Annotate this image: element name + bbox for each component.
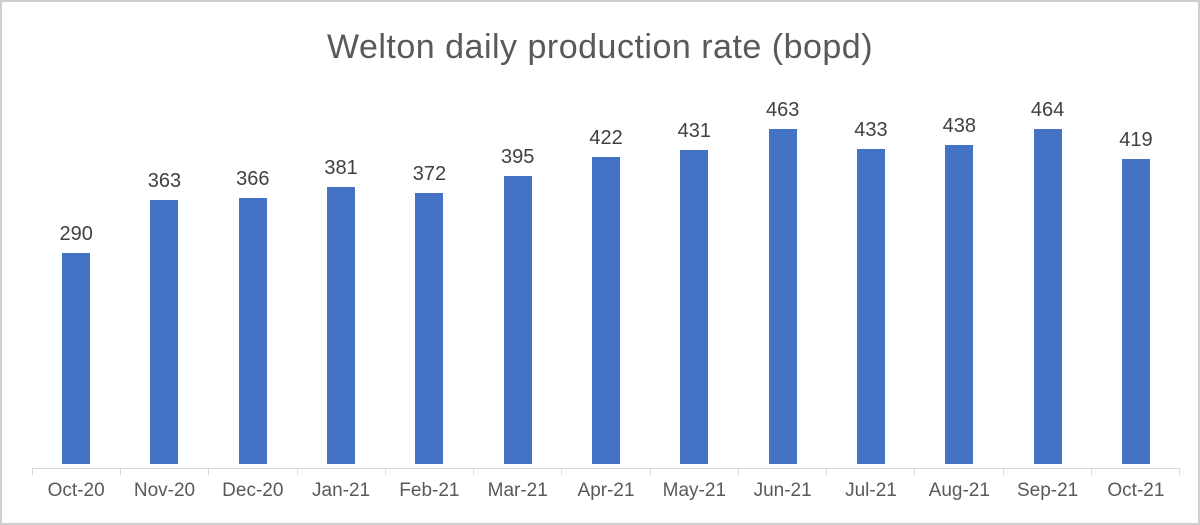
bar-value-label: 366 <box>236 167 270 190</box>
tick <box>1004 469 1092 475</box>
tick <box>474 469 563 475</box>
x-axis-label: Jul-21 <box>845 480 897 501</box>
bar-value-label: 381 <box>324 156 358 179</box>
tick <box>915 469 1004 475</box>
bar-column: 395 <box>474 100 562 464</box>
x-axis-label: Oct-21 <box>1107 480 1165 501</box>
x-axis-label: May-21 <box>662 480 727 501</box>
x-axis-ticks <box>32 469 1181 475</box>
bar-value-label: 422 <box>589 126 623 149</box>
x-axis-label: Sep-21 <box>1016 480 1079 501</box>
bar-column: 290 <box>32 100 120 464</box>
bar-value-label: 464 <box>1030 99 1065 121</box>
chart-title: Welton daily production rate (bopd) <box>326 28 874 66</box>
bar-column: 433 <box>827 100 915 464</box>
bar <box>238 197 267 464</box>
tick <box>386 469 475 475</box>
bar-column: 422 <box>562 100 650 464</box>
bar-value-label: 463 <box>765 99 800 121</box>
x-axis-label: Jun-21 <box>753 480 812 501</box>
tick <box>651 469 739 475</box>
bar-column: 381 <box>297 100 385 464</box>
tick <box>1092 469 1181 475</box>
tick <box>739 469 828 475</box>
bar <box>945 145 974 464</box>
x-axis-label: Jan-21 <box>312 480 371 501</box>
bar <box>415 193 444 464</box>
bar-column: 463 <box>739 100 827 464</box>
tick <box>562 469 651 475</box>
x-axis-line: Oct-20 Nov-20 Dec-20 Jan-21 Feb-21 Mar-21 Apr-… <box>32 468 1181 502</box>
bar-column: 419 <box>1092 100 1180 464</box>
x-axis-label: Aug-21 <box>928 480 990 501</box>
bar <box>327 186 356 464</box>
bar <box>1033 129 1062 464</box>
bar-value-label: 363 <box>147 169 182 192</box>
x-axis-labels: Oct-20 Nov-20 Dec-20 Jan-21 Feb-21 Mar-21 Apr-… <box>32 480 1180 502</box>
x-axis-label: Nov-20 <box>133 480 196 501</box>
x-axis-label: Dec-20 <box>222 480 284 501</box>
tick <box>298 469 386 475</box>
x-axis-label: Apr-21 <box>577 480 635 501</box>
bar-value-label: 395 <box>501 146 535 169</box>
x-axis-label: Oct-20 <box>47 480 105 501</box>
bar <box>62 252 91 464</box>
x-axis-label: Feb-21 <box>399 480 460 501</box>
bar-value-label: 290 <box>59 222 93 245</box>
tick <box>32 469 122 475</box>
bar <box>856 148 885 464</box>
bar-value-label: 372 <box>412 163 447 186</box>
tick <box>827 469 916 475</box>
bar-column: 366 <box>209 100 297 464</box>
x-axis-label: Mar-21 <box>487 480 548 501</box>
tick <box>121 469 210 475</box>
bar-column: 372 <box>385 100 473 464</box>
bar-column: 464 <box>1003 100 1091 464</box>
bar-column: 438 <box>915 100 1003 464</box>
bar-value-label: 438 <box>942 115 976 138</box>
bar-column: 363 <box>120 100 208 464</box>
bar <box>768 129 797 464</box>
bar <box>150 199 179 464</box>
tick <box>209 469 298 475</box>
bar <box>1121 158 1150 464</box>
bar-value-label: 433 <box>854 118 888 141</box>
plot-area: 290 363 366 381 372 395 422 431 463 433 438 464 419 <box>32 100 1180 464</box>
bar <box>503 176 532 464</box>
bar <box>592 156 621 464</box>
bar-value-label: 431 <box>677 120 712 143</box>
bar-value-label: 419 <box>1119 128 1153 151</box>
bar <box>680 150 709 464</box>
bar-column: 431 <box>650 100 738 464</box>
